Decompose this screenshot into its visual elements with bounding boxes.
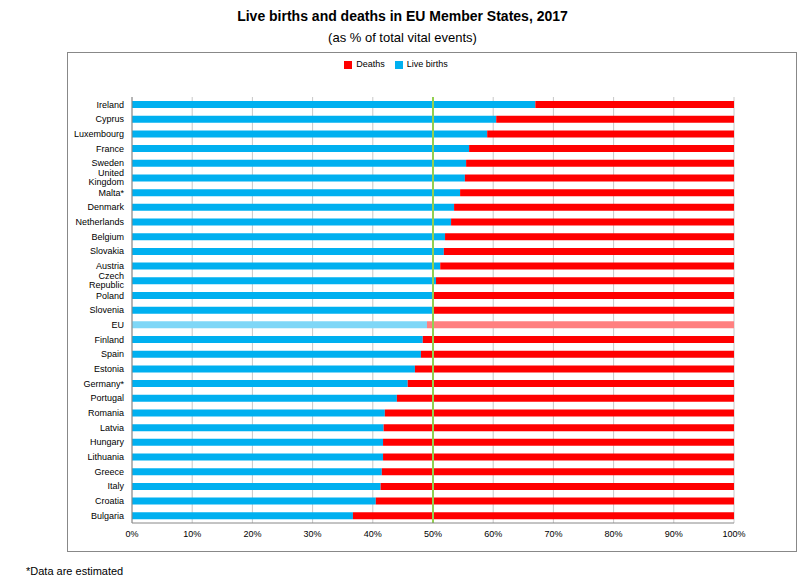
- html-text:Live births: Live births: [406, 59, 448, 69]
- svg-text:Slovakia: Slovakia: [90, 246, 124, 256]
- svg-text:60%: 60%: [484, 529, 502, 539]
- svg-text:30%: 30%: [304, 529, 322, 539]
- svg-text:Austria: Austria: [96, 261, 124, 271]
- svg-text:Poland: Poland: [96, 291, 124, 301]
- svg-text:Netherlands: Netherlands: [75, 217, 124, 227]
- svg-text:80%: 80%: [605, 529, 623, 539]
- svg-text:Belgium: Belgium: [91, 232, 124, 242]
- html-text:(as % of total vital events): (as % of total vital events): [328, 30, 477, 45]
- svg-text:100%: 100%: [722, 529, 745, 539]
- svg-text:Romania: Romania: [88, 408, 124, 418]
- svg-text:EU: EU: [111, 320, 124, 330]
- svg-text:Denmark: Denmark: [87, 202, 124, 212]
- svg-text:40%: 40%: [364, 529, 382, 539]
- svg-text:Portugal: Portugal: [90, 393, 124, 403]
- svg-text:Croatia: Croatia: [95, 496, 124, 506]
- svg-text:70%: 70%: [544, 529, 562, 539]
- svg-text:Ireland: Ireland: [96, 100, 124, 110]
- svg-text:50%: 50%: [424, 529, 442, 539]
- svg-text:Italy: Italy: [107, 481, 124, 491]
- svg-text:UnitedKingdom: UnitedKingdom: [88, 168, 124, 187]
- svg-text:Bulgaria: Bulgaria: [91, 511, 124, 521]
- svg-text:Hungary: Hungary: [90, 437, 125, 447]
- svg-text:10%: 10%: [183, 529, 201, 539]
- html-text:*Data are estimated: *Data are estimated: [26, 565, 124, 577]
- svg-text:0%: 0%: [125, 529, 138, 539]
- svg-text:Slovenia: Slovenia: [89, 305, 124, 315]
- svg-text:Estonia: Estonia: [94, 364, 124, 374]
- svg-text:Latvia: Latvia: [100, 423, 124, 433]
- svg-text:20%: 20%: [243, 529, 261, 539]
- svg-text:Malta*: Malta*: [98, 188, 124, 198]
- svg-text:Spain: Spain: [101, 349, 124, 359]
- svg-text:Luxembourg: Luxembourg: [74, 129, 124, 139]
- svg-text:Greece: Greece: [94, 467, 124, 477]
- html-text:Live births and deaths in EU M: Live births and deaths in EU Member Stat…: [237, 8, 568, 24]
- svg-text:Germany*: Germany*: [83, 379, 124, 389]
- svg-text:Finland: Finland: [94, 335, 124, 345]
- svg-text:Sweden: Sweden: [91, 158, 124, 168]
- svg-text:CzechRepublic: CzechRepublic: [89, 271, 125, 290]
- svg-text:Cyprus: Cyprus: [95, 114, 124, 124]
- svg-text:Lithuania: Lithuania: [87, 452, 124, 462]
- svg-text:90%: 90%: [665, 529, 683, 539]
- html-text:Deaths: Deaths: [356, 59, 385, 69]
- svg-text:France: France: [96, 144, 124, 154]
